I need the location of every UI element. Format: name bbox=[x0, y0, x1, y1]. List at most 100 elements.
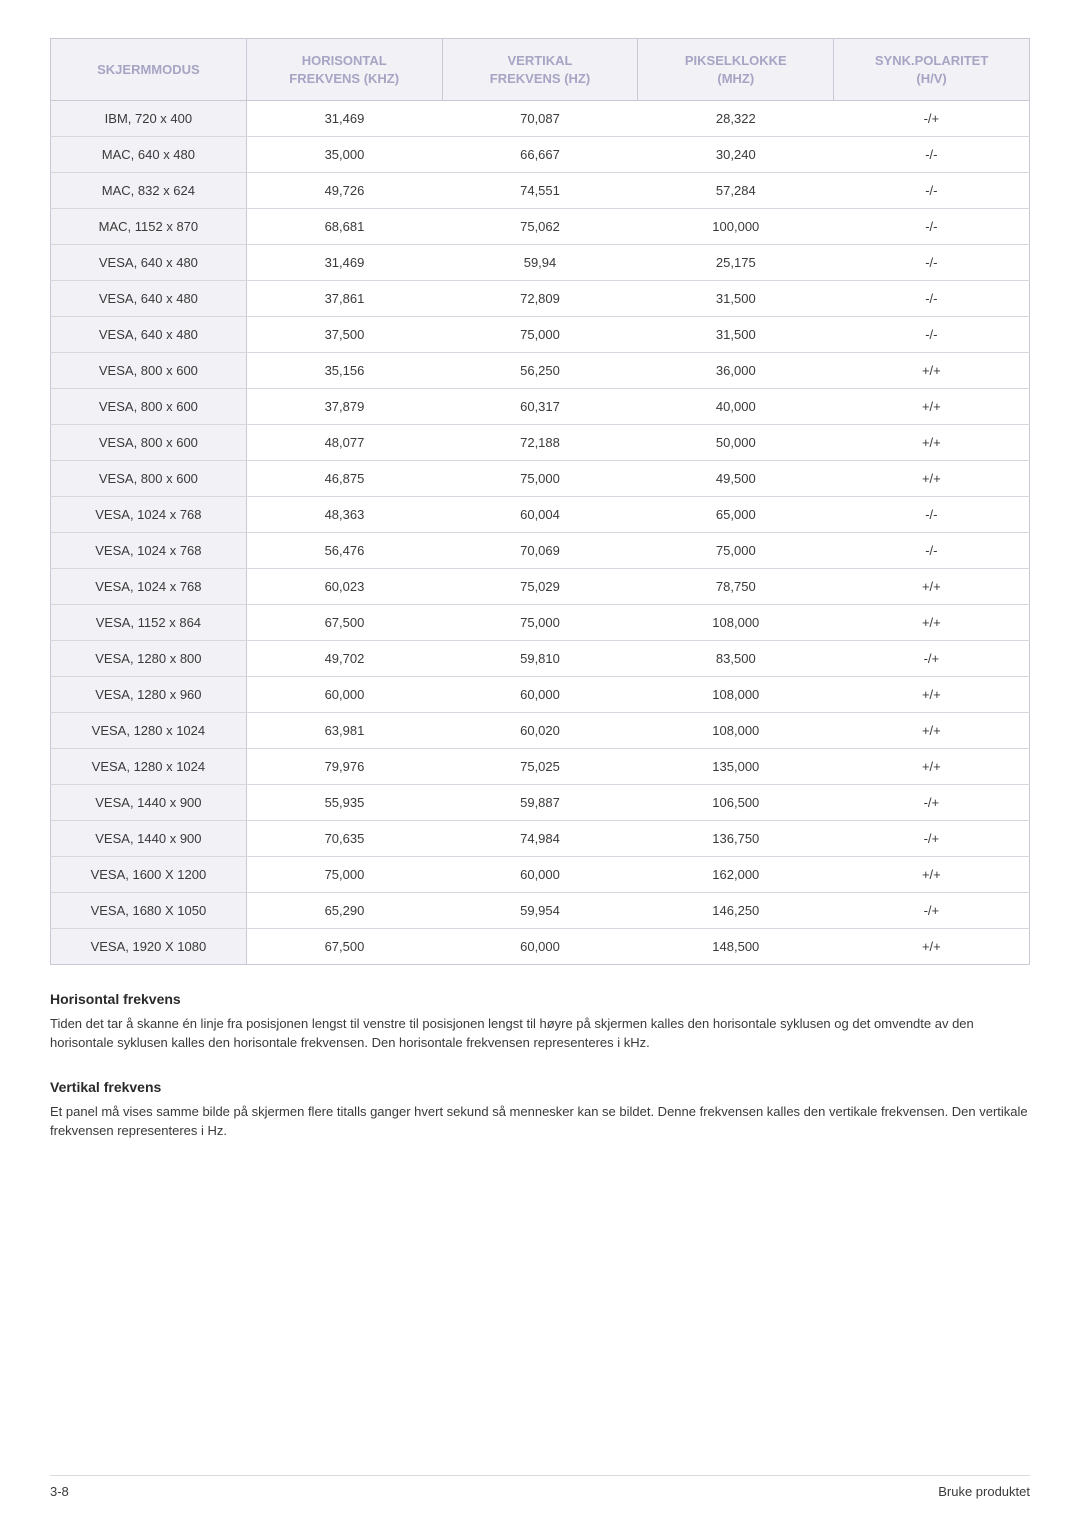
table-cell: 72,188 bbox=[442, 425, 638, 461]
table-cell: 37,879 bbox=[246, 389, 442, 425]
table-row: VESA, 640 x 48037,50075,00031,500-/- bbox=[51, 317, 1030, 353]
table-cell: 79,976 bbox=[246, 749, 442, 785]
table-cell: 67,500 bbox=[246, 929, 442, 965]
table-cell: 57,284 bbox=[638, 173, 834, 209]
table-cell: 65,000 bbox=[638, 497, 834, 533]
table-header-row: SKJERMMODUS HORISONTAL FREKVENS (KHZ) VE… bbox=[51, 39, 1030, 101]
col-header-syncpol-l2: (H/V) bbox=[916, 71, 946, 86]
table-cell: -/- bbox=[834, 533, 1030, 569]
table-cell: -/+ bbox=[834, 785, 1030, 821]
table-cell: 30,240 bbox=[638, 137, 834, 173]
table-cell: +/+ bbox=[834, 605, 1030, 641]
table-cell: 55,935 bbox=[246, 785, 442, 821]
table-cell: 25,175 bbox=[638, 245, 834, 281]
table-cell: 60,000 bbox=[442, 677, 638, 713]
table-cell: +/+ bbox=[834, 749, 1030, 785]
table-cell: +/+ bbox=[834, 677, 1030, 713]
table-cell: VESA, 1600 X 1200 bbox=[51, 857, 247, 893]
table-cell: 36,000 bbox=[638, 353, 834, 389]
table-cell: VESA, 1280 x 1024 bbox=[51, 749, 247, 785]
table-cell: +/+ bbox=[834, 425, 1030, 461]
table-cell: -/+ bbox=[834, 821, 1030, 857]
table-cell: 68,681 bbox=[246, 209, 442, 245]
col-header-pixclock: PIKSELKLOKKE (MHZ) bbox=[638, 39, 834, 101]
table-cell: MAC, 1152 x 870 bbox=[51, 209, 247, 245]
table-cell: 56,250 bbox=[442, 353, 638, 389]
table-cell: 108,000 bbox=[638, 605, 834, 641]
table-cell: 56,476 bbox=[246, 533, 442, 569]
table-row: VESA, 800 x 60035,15656,25036,000+/+ bbox=[51, 353, 1030, 389]
table-row: IBM, 720 x 40031,46970,08728,322-/+ bbox=[51, 101, 1030, 137]
table-cell: VESA, 1280 x 800 bbox=[51, 641, 247, 677]
table-cell: 135,000 bbox=[638, 749, 834, 785]
table-cell: -/- bbox=[834, 317, 1030, 353]
page-footer: 3-8 Bruke produktet bbox=[50, 1475, 1030, 1499]
table-cell: 70,635 bbox=[246, 821, 442, 857]
col-header-mode-text: SKJERMMODUS bbox=[97, 62, 200, 77]
table-cell: 74,984 bbox=[442, 821, 638, 857]
table-cell: VESA, 1280 x 1024 bbox=[51, 713, 247, 749]
table-cell: 67,500 bbox=[246, 605, 442, 641]
table-cell: 59,810 bbox=[442, 641, 638, 677]
paragraph-vertikal-frekvens: Et panel må vises samme bilde på skjerme… bbox=[50, 1103, 1030, 1141]
table-row: MAC, 1152 x 87068,68175,062100,000-/- bbox=[51, 209, 1030, 245]
table-cell: -/- bbox=[834, 173, 1030, 209]
col-header-syncpol: SYNK.POLARITET (H/V) bbox=[834, 39, 1030, 101]
col-header-vfreq: VERTIKAL FREKVENS (HZ) bbox=[442, 39, 638, 101]
table-row: VESA, 1280 x 102463,98160,020108,000+/+ bbox=[51, 713, 1030, 749]
table-cell: 59,94 bbox=[442, 245, 638, 281]
table-cell: +/+ bbox=[834, 353, 1030, 389]
col-header-mode: SKJERMMODUS bbox=[51, 39, 247, 101]
table-cell: 28,322 bbox=[638, 101, 834, 137]
table-cell: VESA, 1920 X 1080 bbox=[51, 929, 247, 965]
table-cell: VESA, 640 x 480 bbox=[51, 245, 247, 281]
table-cell: 65,290 bbox=[246, 893, 442, 929]
table-cell: 72,809 bbox=[442, 281, 638, 317]
table-cell: 162,000 bbox=[638, 857, 834, 893]
table-cell: 49,726 bbox=[246, 173, 442, 209]
table-row: VESA, 1152 x 86467,50075,000108,000+/+ bbox=[51, 605, 1030, 641]
heading-horisontal-frekvens: Horisontal frekvens bbox=[50, 991, 1030, 1007]
table-cell: 60,000 bbox=[246, 677, 442, 713]
table-row: VESA, 1280 x 102479,97675,025135,000+/+ bbox=[51, 749, 1030, 785]
paragraph-horisontal-frekvens: Tiden det tar å skanne én linje fra posi… bbox=[50, 1015, 1030, 1053]
table-cell: MAC, 832 x 624 bbox=[51, 173, 247, 209]
table-cell: 83,500 bbox=[638, 641, 834, 677]
table-cell: 35,156 bbox=[246, 353, 442, 389]
table-row: VESA, 800 x 60046,87575,00049,500+/+ bbox=[51, 461, 1030, 497]
table-cell: 75,000 bbox=[442, 317, 638, 353]
table-cell: VESA, 640 x 480 bbox=[51, 281, 247, 317]
table-body: IBM, 720 x 40031,46970,08728,322-/+MAC, … bbox=[51, 101, 1030, 965]
page: SKJERMMODUS HORISONTAL FREKVENS (KHZ) VE… bbox=[0, 0, 1080, 1527]
table-cell: 108,000 bbox=[638, 677, 834, 713]
table-row: VESA, 1440 x 90070,63574,984136,750-/+ bbox=[51, 821, 1030, 857]
table-cell: 74,551 bbox=[442, 173, 638, 209]
table-cell: 60,317 bbox=[442, 389, 638, 425]
table-cell: VESA, 1440 x 900 bbox=[51, 785, 247, 821]
table-cell: -/- bbox=[834, 497, 1030, 533]
table-cell: 46,875 bbox=[246, 461, 442, 497]
table-cell: 50,000 bbox=[638, 425, 834, 461]
table-cell: 60,023 bbox=[246, 569, 442, 605]
table-cell: 146,250 bbox=[638, 893, 834, 929]
footer-section-title: Bruke produktet bbox=[938, 1484, 1030, 1499]
table-cell: MAC, 640 x 480 bbox=[51, 137, 247, 173]
table-cell: 60,004 bbox=[442, 497, 638, 533]
table-row: VESA, 1680 X 105065,29059,954146,250-/+ bbox=[51, 893, 1030, 929]
table-cell: -/+ bbox=[834, 893, 1030, 929]
col-header-hfreq: HORISONTAL FREKVENS (KHZ) bbox=[246, 39, 442, 101]
table-row: VESA, 1600 X 120075,00060,000162,000+/+ bbox=[51, 857, 1030, 893]
table-cell: VESA, 1024 x 768 bbox=[51, 533, 247, 569]
table-cell: 66,667 bbox=[442, 137, 638, 173]
table-row: VESA, 1440 x 90055,93559,887106,500-/+ bbox=[51, 785, 1030, 821]
table-cell: +/+ bbox=[834, 713, 1030, 749]
table-cell: -/- bbox=[834, 245, 1030, 281]
table-cell: VESA, 800 x 600 bbox=[51, 461, 247, 497]
table-cell: 108,000 bbox=[638, 713, 834, 749]
table-cell: 37,500 bbox=[246, 317, 442, 353]
col-header-hfreq-l2: FREKVENS (KHZ) bbox=[289, 71, 399, 86]
table-cell: -/- bbox=[834, 281, 1030, 317]
table-cell: VESA, 1680 X 1050 bbox=[51, 893, 247, 929]
table-row: VESA, 640 x 48031,46959,9425,175-/- bbox=[51, 245, 1030, 281]
col-header-syncpol-l1: SYNK.POLARITET bbox=[875, 53, 988, 68]
